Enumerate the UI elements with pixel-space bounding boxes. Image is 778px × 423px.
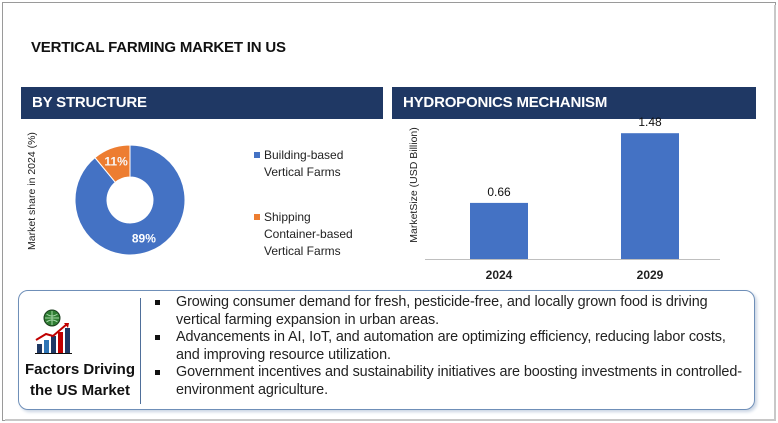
legend-item-building-based: Building-based Vertical Farms: [254, 147, 366, 181]
page-title: VERTICAL FARMING MARKET IN US: [31, 39, 286, 56]
factor-bullet-1: Growing consumer demand for fresh, pesti…: [154, 294, 752, 329]
factors-title: Factors Driving the US Market: [24, 361, 136, 399]
legend-item-shipping-container: Shipping Container-based Vertical Farms: [254, 209, 366, 260]
bar-data-label-2029: 1.48: [638, 115, 662, 129]
factor-bullet-3: Government incentives and sustainability…: [154, 364, 752, 399]
structure-panel-header: BY STRUCTURE: [21, 87, 383, 119]
bar-data-label-2024: 0.66: [487, 185, 511, 199]
legend-label-shipping-container: Shipping Container-based Vertical Farms: [264, 210, 353, 258]
factors-box: [18, 290, 755, 410]
bullet-marker: [155, 335, 160, 340]
factors-divider: [140, 298, 141, 404]
hydroponics-panel-header: HYDROPONICS MECHANISM: [392, 87, 756, 119]
bar-tick-label-2024: 2024: [486, 268, 513, 282]
factors-bullet-list: Growing consumer demand for fresh, pesti…: [154, 294, 752, 399]
legend-label-building-based: Building-based Vertical Farms: [264, 148, 344, 179]
donut-slice-0: [74, 144, 186, 256]
growth-chart-icon: [35, 309, 72, 354]
donut-data-label-0: 89%: [132, 232, 156, 246]
bar-2029: [621, 133, 679, 259]
legend-swatch-shipping-container: [254, 214, 260, 220]
factor-bullet-2: Advancements in AI, IoT, and automation …: [154, 329, 752, 364]
donut-data-label-1: 11%: [104, 154, 128, 168]
bar-tick-label-2029: 2029: [637, 268, 664, 282]
bullet-marker: [155, 300, 160, 305]
bullet-marker: [155, 370, 160, 375]
donut-slice-1: [94, 144, 131, 183]
legend-swatch-building-based: [254, 152, 260, 158]
bar-2024: [470, 202, 528, 259]
